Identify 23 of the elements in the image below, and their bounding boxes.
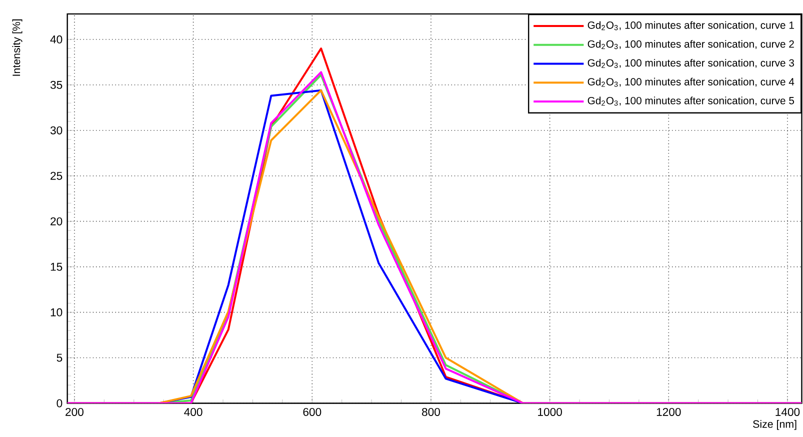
x-tick-label: 1200 (656, 408, 681, 416)
x-tick-label: 800 (422, 408, 440, 416)
y-tick-label: 30 (50, 126, 62, 134)
legend-label: Gd$_{2}$O$_{3}$, 100 minutes after sonication, curve 2 (588, 40, 794, 50)
x-tick-label: 400 (184, 408, 202, 416)
legend-label: Gd$_{2}$O$_{3}$, 100 minutes after sonication, curve 3 (588, 58, 794, 68)
y-tick-label: 0 (56, 399, 62, 408)
y-tick-label: 40 (50, 35, 62, 44)
y-tick-label: 25 (50, 172, 62, 180)
x-tick-label: 1000 (538, 408, 562, 416)
legend-label: Gd$_{2}$O$_{3}$, 100 minutes after sonication, curve 5 (588, 96, 794, 106)
y-tick-label: 5 (56, 354, 62, 362)
x-axis-title: Size [nm] (753, 420, 796, 430)
y-tick-label: 10 (50, 308, 62, 316)
x-tick-label: 600 (303, 408, 322, 416)
y-axis-title: Intensity [%] (12, 19, 22, 76)
y-tick-label: 35 (50, 80, 62, 89)
legend-label: Gd$_{2}$O$_{3}$, 100 minutes after sonication, curve 1 (588, 21, 794, 30)
x-tick-label: 1400 (776, 408, 800, 416)
y-tick-label: 15 (50, 262, 62, 271)
x-tick-label: 200 (66, 408, 84, 416)
y-tick-label: 20 (50, 217, 62, 226)
legend-label: Gd$_{2}$O$_{3}$, 100 minutes after sonication, curve 4 (588, 78, 794, 87)
